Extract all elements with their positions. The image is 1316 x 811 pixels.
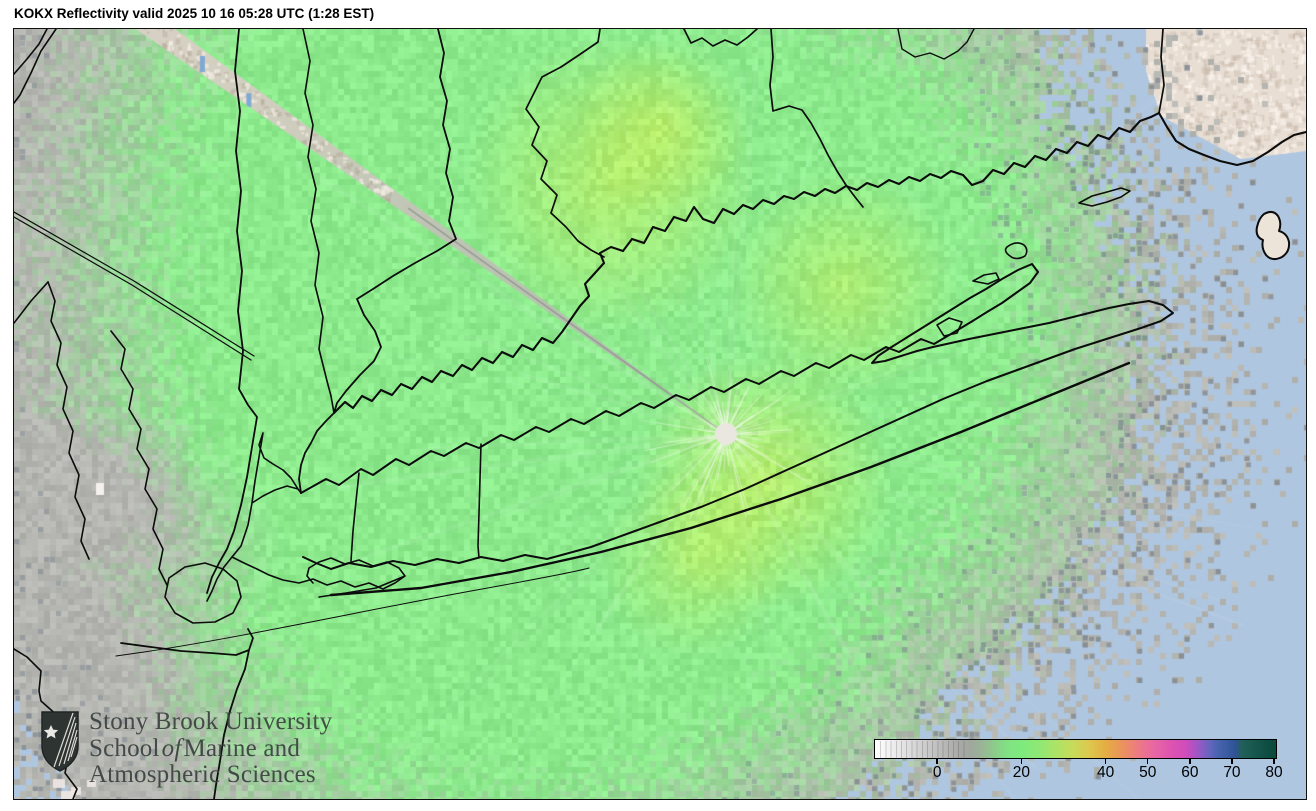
colorbar-tick bbox=[1020, 759, 1023, 764]
logo-line-2: SchoolofMarine and bbox=[89, 734, 301, 762]
li-county-lines bbox=[350, 443, 482, 562]
colorbar-tick-label: 70 bbox=[1223, 764, 1241, 781]
logo-line-3: Atmospheric Sciences bbox=[89, 761, 316, 788]
colorbar-tick-label: 20 bbox=[1012, 764, 1030, 781]
gardiners-island bbox=[1004, 242, 1028, 260]
logo-line-1: Stony Brook University bbox=[89, 708, 333, 735]
ct-north-jagged-line bbox=[683, 29, 758, 47]
ny-ct-border bbox=[333, 29, 457, 414]
stony-brook-shield-icon bbox=[41, 711, 79, 772]
colorbar-tick bbox=[1273, 759, 1275, 764]
stony-brook-logo: Stony Brook University SchoolofMarine an… bbox=[40, 708, 333, 789]
stony-brook-logo-text: Stony Brook University SchoolofMarine an… bbox=[89, 708, 333, 789]
colorbar-tick-label: 60 bbox=[1181, 764, 1199, 781]
page-title: KOKX Reflectivity valid 2025 10 16 05:28… bbox=[14, 6, 375, 21]
colorbar-tick bbox=[1231, 759, 1233, 764]
offshore-boundary-line bbox=[115, 567, 590, 657]
brooklyn-jamaica-bay bbox=[231, 556, 406, 598]
coastline-connecticut bbox=[332, 111, 1161, 415]
new-jersey-coast bbox=[120, 628, 254, 799]
hudson-river bbox=[206, 29, 258, 594]
ny-nj-state-line bbox=[14, 211, 255, 361]
coastline-long-island bbox=[300, 263, 1174, 570]
colorbar-gray-segments bbox=[876, 741, 968, 759]
colorbar-tick-label: 0 bbox=[932, 764, 942, 781]
westchester-shore bbox=[298, 412, 335, 494]
colorbar-tick bbox=[1146, 759, 1149, 764]
ct-county-line-1 bbox=[525, 29, 605, 258]
colorbar-tick bbox=[936, 759, 938, 764]
colorbar-tick-label: 50 bbox=[1139, 764, 1157, 781]
plum-island bbox=[972, 272, 1000, 285]
colorbar-tick bbox=[1104, 759, 1107, 764]
block-island bbox=[1255, 210, 1291, 261]
colorbar-tick-label: 80 bbox=[1265, 764, 1283, 781]
boundary-overlay bbox=[14, 29, 1306, 799]
coastline-barrier-island bbox=[329, 361, 1131, 597]
fishers-island bbox=[1078, 187, 1131, 207]
colorbar-tick bbox=[1189, 759, 1191, 764]
westchester-line bbox=[302, 29, 335, 414]
ct-county-line-2 bbox=[769, 29, 864, 208]
radar-map: Stony Brook University SchoolofMarine an… bbox=[13, 28, 1307, 800]
colorbar-gradient bbox=[874, 739, 1277, 759]
coastline-rhode-island bbox=[1157, 111, 1306, 167]
ct-county-line-3 bbox=[897, 29, 975, 60]
staten-island-lower-bay bbox=[164, 556, 242, 624]
corner-boundary-lines bbox=[14, 29, 57, 104]
reflectivity-colorbar: 0 20 40 50 60 70 80 bbox=[874, 739, 1283, 785]
colorbar-tick-label: 40 bbox=[1096, 764, 1115, 781]
shelter-island bbox=[936, 317, 963, 337]
nj-county-line-3 bbox=[14, 281, 49, 324]
reflectivity-field bbox=[14, 29, 1306, 799]
ct-ri-border bbox=[1158, 29, 1165, 114]
nj-county-line-1 bbox=[47, 281, 90, 560]
manhattan-east-river bbox=[231, 432, 302, 558]
nj-county-line-2 bbox=[110, 330, 168, 586]
